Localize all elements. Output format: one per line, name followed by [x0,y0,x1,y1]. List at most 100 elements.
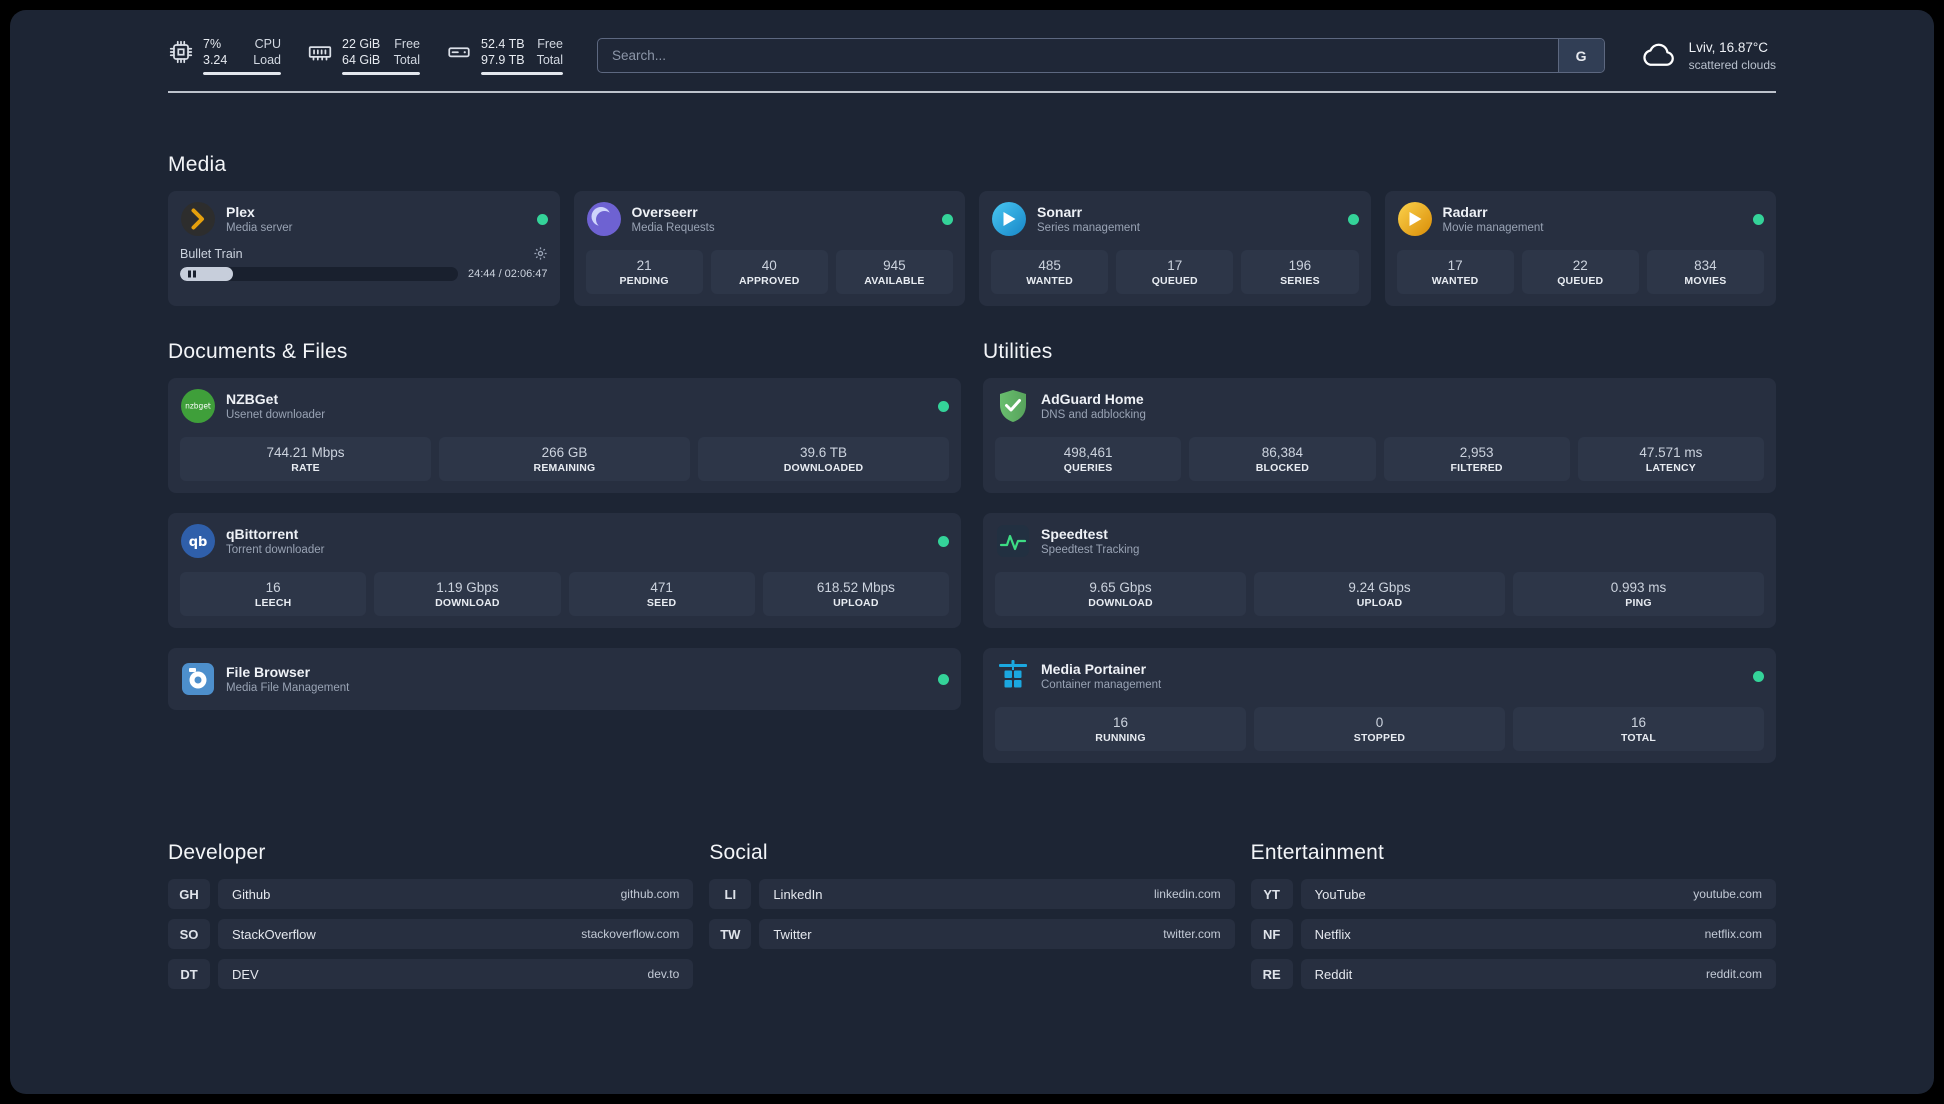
bookmark-abbr: RE [1250,959,1293,989]
pause-icon [188,270,196,278]
service-stats: 744.21 Mbps RATE 266 GB REMAINING 39.6 TB D… [180,437,949,481]
status-dot [938,535,949,547]
bookmark-abbr: DT [168,959,210,989]
bookmark-abbr: NF [1250,919,1293,949]
bookmark-abbr: GH [168,879,210,909]
speedtest-icon [995,523,1031,559]
bookmark-group-entertainment: Entertainment YT YouTube youtube.com NF … [1250,841,1776,989]
top-bar: 7% CPU 3.24 Load 22 GiB Free 64 GiB Total [168,10,1776,75]
overseerr-icon [586,201,622,237]
weather-location: Lviv, 16.87°C [1688,39,1769,55]
bookmark-row: NF Netflix netflix.com [1250,919,1776,949]
stat-upload: 9.24 Gbps UPLOAD [1254,572,1505,616]
playback-progress [180,267,458,281]
cpu-usage-value: 7% [203,37,222,51]
bookmark-group-title: Social [709,841,768,864]
memory-free-value: 22 GiB [342,37,381,51]
service-stats: 17 WANTED 22 QUEUED 834 MOVIES [1396,250,1765,294]
bookmark-group-title: Entertainment [1250,841,1384,864]
service-card-adguard[interactable]: AdGuard Home DNS and adblocking 498,461 Q… [983,378,1776,493]
bookmark-abbr: YT [1250,879,1293,909]
dashboard: 7% CPU 3.24 Load 22 GiB Free 64 GiB Total [10,10,1934,1094]
stat-latency: 47.571 ms LATENCY [1577,437,1764,481]
cpu-load-label: Load [253,53,281,67]
stat-queued: 17 QUEUED [1116,250,1234,294]
cpu-usage-label: CPU [254,37,281,51]
bookmark-reddit[interactable]: Reddit reddit.com [1300,959,1776,989]
service-card-speedtest[interactable]: Speedtest Speedtest Tracking 9.65 Gbps DO… [983,513,1776,628]
status-dot [942,213,953,225]
disk-bar [481,72,563,75]
weather-condition: scattered clouds [1688,57,1776,72]
service-desc: DNS and adblocking [1041,409,1146,421]
qbittorrent-icon: qb [180,523,216,559]
service-name: File Browser [226,664,311,680]
bookmark-abbr: SO [168,919,210,949]
gear-icon[interactable] [533,246,548,261]
bookmark-github[interactable]: Github github.com [218,879,694,909]
stat-download: 1.19 Gbps DOWNLOAD [374,572,561,616]
bookmark-twitter[interactable]: Twitter twitter.com [759,919,1235,949]
search-provider-button[interactable]: G [1557,39,1604,72]
service-card-nzbget[interactable]: nzbget NZBGet Usenet downloader 744.21 M… [168,378,961,493]
bookmarks: Developer GH Github github.com SO StackO… [168,841,1776,989]
service-card-portainer[interactable]: Media Portainer Container management 16 R… [983,648,1776,763]
stat-wanted: 485 WANTED [991,250,1109,294]
search-bar: G [596,38,1605,73]
section-title-utilities: Utilities [983,340,1053,363]
service-name: NZBGet [226,391,279,407]
bookmark-row: YT YouTube youtube.com [1250,879,1776,909]
memory-bar [342,72,420,75]
service-desc: Media Requests [631,222,715,234]
status-dot [1347,213,1359,225]
service-stats: 9.65 Gbps DOWNLOAD 9.24 Gbps UPLOAD 0.993 … [995,572,1764,616]
bookmark-abbr: TW [709,919,752,949]
stat-pending: 21 PENDING [585,250,703,294]
service-card-plex[interactable]: Plex Media server Bullet Train [168,191,560,306]
service-card-radarr[interactable]: Radarr Movie management 17 WANTED 22 QUEUE… [1384,191,1776,306]
bookmark-youtube[interactable]: YouTube youtube.com [1300,879,1776,909]
stat-downloaded: 39.6 TB DOWNLOADED [698,437,949,481]
stat-movies: 834 MOVIES [1646,250,1765,294]
stat-queued: 22 QUEUED [1521,250,1639,294]
service-card-sonarr[interactable]: Sonarr Series management 485 WANTED 17 QUE… [979,191,1371,306]
memory-widget: 22 GiB Free 64 GiB Total [307,36,420,75]
service-name: Speedtest [1041,526,1108,542]
playback-time: 24:44 / 02:06:47 [467,268,548,280]
service-desc: Usenet downloader [226,409,326,421]
cpu-load-value: 3.24 [203,53,228,67]
stat-filtered: 2,953 FILTERED [1383,437,1570,481]
service-desc: Media File Management [226,682,350,694]
service-name: Overseerr [631,204,698,220]
service-card-qbittorrent[interactable]: qb qBittorrent Torrent downloader 16 LEEC… [168,513,961,628]
stat-stopped: 0 STOPPED [1254,707,1505,751]
bookmark-row: DT DEV dev.to [168,959,694,989]
bookmark-linkedin[interactable]: LinkedIn linkedin.com [759,879,1235,909]
bookmark-dev[interactable]: DEV dev.to [218,959,694,989]
stat-blocked: 86,384 BLOCKED [1189,437,1376,481]
search-input[interactable] [597,39,1558,72]
plex-now-playing: Bullet Train 24:44 / [180,246,548,281]
service-card-filebrowser[interactable]: File Browser Media File Management [168,648,961,710]
status-dot [1753,213,1764,225]
bookmark-row: SO StackOverflow stackoverflow.com [168,919,694,949]
bookmark-row: TW Twitter twitter.com [709,919,1235,949]
bookmark-stackoverflow[interactable]: StackOverflow stackoverflow.com [218,919,694,949]
cloud-icon [1639,41,1679,71]
service-name: qBittorrent [226,526,299,542]
stat-series: 196 SERIES [1241,250,1359,294]
service-desc: Speedtest Tracking [1041,544,1140,556]
section-title-media: Media [168,153,227,176]
service-desc: Torrent downloader [226,544,325,556]
stat-approved: 40 APPROVED [710,250,828,294]
service-card-overseerr[interactable]: Overseerr Media Requests 21 PENDING 40 APP… [573,191,965,306]
bookmark-netflix[interactable]: Netflix netflix.com [1300,919,1776,949]
stat-rate: 744.21 Mbps RATE [180,437,431,481]
cpu-bar [203,72,281,75]
disk-total-label: Total [536,53,563,67]
service-stats: 498,461 QUERIES 86,384 BLOCKED 2,953 FILTER… [995,437,1764,481]
disk-total-value: 97.9 TB [481,53,525,67]
stat-ping: 0.993 ms PING [1513,572,1764,616]
memory-free-label: Free [394,37,420,51]
header-divider [168,91,1776,93]
